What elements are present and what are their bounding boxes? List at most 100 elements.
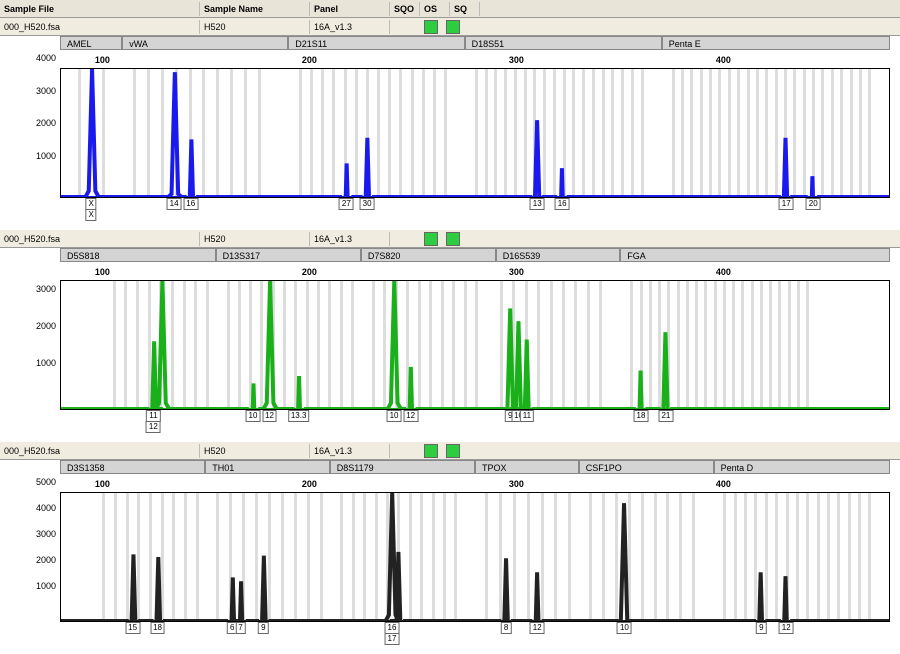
x-tick-label: 200 (302, 479, 317, 489)
y-tick-label: 1000 (36, 358, 56, 368)
y-tick-label: 4000 (36, 503, 56, 513)
locus-labels-row: D5S818D13S317D7S820D16S539FGA (60, 248, 890, 264)
header-os: OS (420, 2, 450, 16)
y-tick-label: 3000 (36, 284, 56, 294)
y-tick-label: 5000 (36, 477, 56, 487)
x-tick-label: 100 (95, 55, 110, 65)
x-axis: 100200300400 (61, 55, 889, 69)
x-tick-label: 300 (509, 55, 524, 65)
header-row: Sample File Sample Name Panel SQO OS SQ (0, 0, 900, 18)
sample-file-cell: 000_H520.fsa (0, 232, 200, 246)
sample-name-cell: H520 (200, 444, 310, 458)
allele-call-box: 21 (658, 410, 673, 422)
x-tick-label: 300 (509, 479, 524, 489)
y-tick-label: 3000 (36, 529, 56, 539)
x-axis: 100200300400 (61, 479, 889, 493)
header-sq: SQ (450, 2, 480, 16)
x-tick-label: 100 (95, 267, 110, 277)
trace-svg (61, 281, 889, 409)
y-tick-label: 2000 (36, 555, 56, 565)
sample-name-cell: H520 (200, 232, 310, 246)
header-panel: Panel (310, 2, 390, 16)
electropherogram-panel: 000_H520.fsaH52016A_v1.3D3S1358TH01D8S11… (0, 442, 900, 646)
allele-call-box: 20 (806, 198, 821, 210)
y-tick-label: 2000 (36, 321, 56, 331)
x-axis: 100200300400 (61, 267, 889, 281)
electropherogram-panel: 000_H520.fsaH52016A_v1.3AMELvWAD21S11D18… (0, 18, 900, 222)
sample-info-row: 000_H520.fsaH52016A_v1.3 (0, 442, 900, 460)
allele-call-box: 17 (385, 633, 400, 645)
locus-label: TH01 (205, 460, 330, 474)
locus-label: D8S1179 (330, 460, 475, 474)
sample-name-cell: H520 (200, 20, 310, 34)
locus-labels-row: AMELvWAD21S11D18S51Penta E (60, 36, 890, 52)
trace-svg (61, 493, 889, 621)
allele-call-box: 12 (262, 410, 277, 422)
allele-call-box: 18 (150, 622, 165, 634)
locus-label: AMEL (60, 36, 122, 50)
trace-line (61, 493, 889, 621)
allele-call-box: 10 (617, 622, 632, 634)
y-tick-label: 2000 (36, 118, 56, 128)
allele-call-box: 17 (779, 198, 794, 210)
allele-call-box: 16 (555, 198, 570, 210)
x-tick-label: 100 (95, 479, 110, 489)
locus-label: vWA (122, 36, 288, 50)
status-indicator (424, 20, 438, 34)
locus-label: D7S820 (361, 248, 496, 262)
status-indicator (424, 232, 438, 246)
locus-label: D16S539 (496, 248, 621, 262)
allele-call-box: 9 (258, 622, 268, 634)
allele-calls-row: 1518679161781210912 (60, 622, 890, 646)
status-indicator (446, 232, 460, 246)
allele-call-box: 8 (501, 622, 511, 634)
allele-call-box: 12 (403, 410, 418, 422)
allele-call-box: 13 (530, 198, 545, 210)
trace-line (61, 69, 889, 197)
allele-call-box: 12 (779, 622, 794, 634)
locus-labels-row: D3S1358TH01D8S1179TPOXCSF1POPenta D (60, 460, 890, 476)
allele-call-box: 10 (387, 410, 402, 422)
y-axis: 10002000300040005000 (0, 492, 58, 622)
allele-call-box: X (85, 209, 96, 221)
locus-label: D18S51 (465, 36, 662, 50)
allele-call-box: 14 (167, 198, 182, 210)
locus-label: FGA (620, 248, 890, 262)
locus-label: TPOX (475, 460, 579, 474)
allele-call-box: 18 (634, 410, 649, 422)
allele-call-box: 10 (246, 410, 261, 422)
chart-plot-area: 100200300400 (60, 492, 890, 622)
y-tick-label: 3000 (36, 86, 56, 96)
sample-info-row: 000_H520.fsaH52016A_v1.3 (0, 18, 900, 36)
locus-label: Penta D (714, 460, 890, 474)
trace-line (61, 281, 889, 409)
allele-call-box: 30 (360, 198, 375, 210)
allele-call-box: 12 (146, 421, 161, 433)
header-sqo: SQO (390, 2, 420, 16)
panel-cell: 16A_v1.3 (310, 232, 390, 246)
y-tick-label: 1000 (36, 151, 56, 161)
locus-label: D13S317 (216, 248, 361, 262)
allele-calls-row: XX1416273013161720 (60, 198, 890, 222)
y-axis: 1000 2000 3000 (0, 280, 58, 410)
header-sample-file: Sample File (0, 2, 200, 16)
locus-label: D21S11 (288, 36, 464, 50)
allele-calls-row: 1112101213.31012910111821 (60, 410, 890, 434)
y-tick-label: 1000 (36, 581, 56, 591)
sample-file-cell: 000_H520.fsa (0, 444, 200, 458)
sample-file-cell: 000_H520.fsa (0, 20, 200, 34)
allele-call-box: 12 (530, 622, 545, 634)
header-sample-name: Sample Name (200, 2, 310, 16)
y-axis: 1000200030004000 (0, 68, 58, 198)
chart-plot-area: 100200300400 (60, 280, 890, 410)
locus-label: CSF1PO (579, 460, 714, 474)
x-tick-label: 400 (716, 267, 731, 277)
x-tick-label: 200 (302, 55, 317, 65)
locus-label: Penta E (662, 36, 890, 50)
panel-cell: 16A_v1.3 (310, 20, 390, 34)
allele-call-box: 27 (339, 198, 354, 210)
chart-plot-area: 100200300400 (60, 68, 890, 198)
allele-call-box: 7 (235, 622, 245, 634)
x-tick-label: 300 (509, 267, 524, 277)
allele-call-box: 15 (125, 622, 140, 634)
